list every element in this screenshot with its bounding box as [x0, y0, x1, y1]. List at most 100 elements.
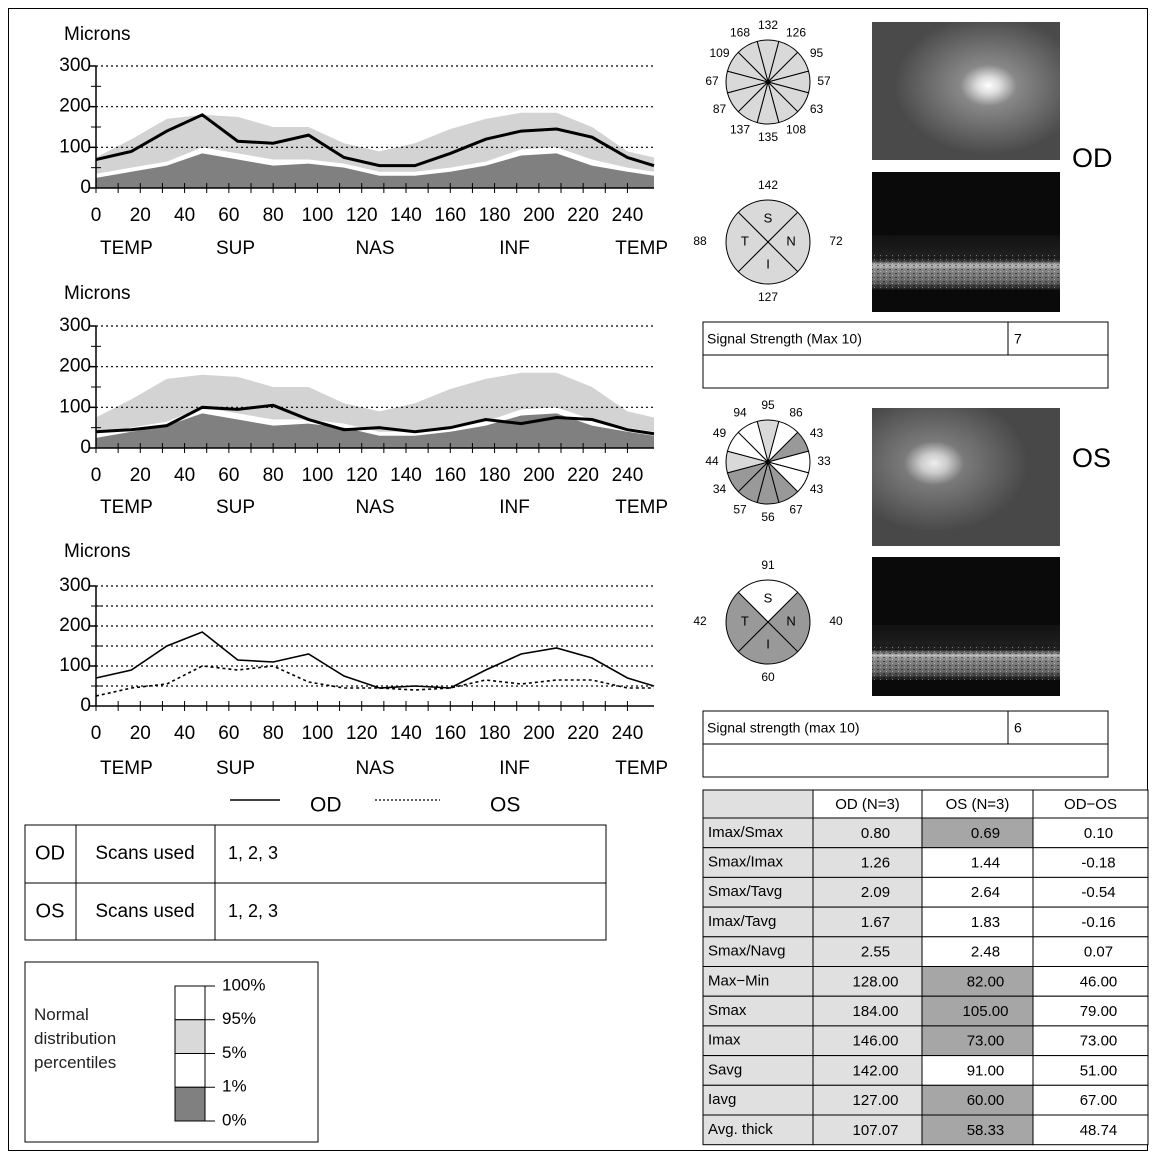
x-tick-label: 60	[218, 465, 239, 486]
x-tick-label: 220	[567, 723, 599, 744]
scans-label: Scans used	[95, 901, 194, 922]
table-value: 105.00	[963, 1003, 1009, 1020]
y-tick-label: 100	[59, 136, 91, 157]
quadrant-value: 91	[761, 558, 775, 572]
signal-value: 7	[1014, 331, 1022, 347]
eye-label: OD	[1072, 143, 1113, 173]
oct-speckle	[872, 255, 1060, 290]
percentile-label: 5%	[222, 1043, 247, 1062]
table-value: 73.00	[967, 1033, 1005, 1050]
x-tick-label: 40	[174, 723, 195, 744]
x-tick-label: 240	[612, 465, 644, 486]
quadrant-value: 88	[693, 234, 707, 248]
fundus-image	[872, 22, 1060, 160]
table-value: 73.00	[1080, 1033, 1118, 1050]
quadrant-letter: T	[741, 233, 749, 248]
quadrant-value: 142	[758, 178, 778, 192]
clock-value: 137	[730, 123, 750, 137]
x-tick-label: 160	[434, 205, 466, 226]
table-row-label: Imax	[708, 1032, 741, 1049]
region-label: SUP	[216, 238, 255, 259]
table-value: 142.00	[853, 1062, 899, 1079]
percentile-label: 95%	[222, 1009, 256, 1028]
x-tick-label: 140	[390, 205, 422, 226]
quadrant-letter: T	[741, 613, 749, 628]
table-value: 2.09	[861, 884, 890, 901]
x-tick-label: 100	[302, 205, 334, 226]
table-value: 0.69	[971, 825, 1000, 842]
y-tick-label: 300	[59, 575, 91, 596]
table-row-label: Savg	[708, 1061, 742, 1078]
clock-value: 132	[758, 18, 778, 32]
y-axis-label: Microns	[64, 541, 131, 562]
table-header: OS (N=3)	[946, 796, 1010, 813]
table-value: 184.00	[853, 1003, 899, 1020]
x-tick-label: 120	[346, 205, 378, 226]
x-tick-label: 220	[567, 465, 599, 486]
quadrant-letter: N	[786, 613, 795, 628]
table-cell	[703, 790, 813, 818]
x-tick-label: 180	[479, 723, 511, 744]
region-label: TEMP	[615, 497, 668, 518]
scans-eye: OD	[35, 842, 65, 864]
table-value: 0.07	[1084, 944, 1113, 961]
quadrant-value: 42	[693, 614, 707, 628]
region-label: INF	[499, 238, 530, 259]
signal-label: Signal strength (max 10)	[707, 720, 860, 736]
table-value: 1.83	[971, 914, 1000, 931]
y-tick-label: 200	[59, 356, 91, 377]
x-tick-label: 80	[263, 723, 284, 744]
table-value: 1.44	[971, 855, 1000, 872]
table-value: 67.00	[1080, 1092, 1118, 1109]
x-tick-label: 180	[479, 205, 511, 226]
y-tick-label: 100	[59, 655, 91, 676]
y-tick-label: 100	[59, 396, 91, 417]
scans-label: Scans used	[95, 843, 194, 864]
x-tick-label: 80	[263, 205, 284, 226]
clock-value: 43	[810, 426, 824, 440]
x-tick-label: 240	[612, 205, 644, 226]
table-row-label: Smax/Tavg	[708, 883, 782, 900]
x-tick-label: 20	[130, 723, 151, 744]
clock-value: 95	[810, 46, 824, 60]
table-value: 146.00	[853, 1033, 899, 1050]
percentile-swatch	[175, 1020, 205, 1054]
x-tick-label: 200	[523, 205, 555, 226]
x-tick-label: 200	[523, 723, 555, 744]
quadrant-value: 127	[758, 290, 778, 304]
percentile-swatch	[175, 1054, 205, 1088]
table-value: 107.07	[853, 1122, 899, 1139]
percentile-label: 1%	[222, 1077, 247, 1096]
y-tick-label: 0	[80, 695, 91, 716]
percentile-label: 100%	[222, 975, 265, 994]
table-header: OD (N=3)	[835, 796, 900, 813]
percentile-label: 0%	[222, 1110, 247, 1129]
y-axis-label: Microns	[64, 24, 131, 45]
x-tick-label: 20	[130, 465, 151, 486]
table-value: 0.10	[1084, 825, 1113, 842]
region-label: TEMP	[100, 238, 153, 259]
x-tick-label: 20	[130, 205, 151, 226]
x-tick-label: 160	[434, 723, 466, 744]
table-value: -0.18	[1081, 855, 1115, 872]
clock-value: 87	[713, 102, 727, 116]
y-tick-label: 200	[59, 615, 91, 636]
x-tick-label: 140	[390, 723, 422, 744]
clock-value: 168	[730, 26, 750, 40]
table-value: 60.00	[967, 1092, 1005, 1109]
table-row-label: Avg. thick	[708, 1121, 773, 1138]
scans-eye: OS	[36, 900, 65, 922]
table-header: OD−OS	[1064, 796, 1117, 813]
table-value: 2.55	[861, 944, 890, 961]
quadrant-letter: I	[766, 637, 770, 652]
table-row-label: Smax/Imax	[708, 854, 784, 871]
region-label: TEMP	[615, 238, 668, 259]
clock-value: 43	[810, 482, 824, 496]
legend-label: OS	[490, 794, 520, 817]
region-label: NAS	[355, 758, 394, 779]
eye-label: OS	[1072, 443, 1111, 473]
region-label: INF	[499, 758, 530, 779]
clock-value: 63	[810, 102, 824, 116]
report: Microns010020030002040608010012014016018…	[0, 0, 1155, 1155]
table-value: 1.26	[861, 855, 890, 872]
